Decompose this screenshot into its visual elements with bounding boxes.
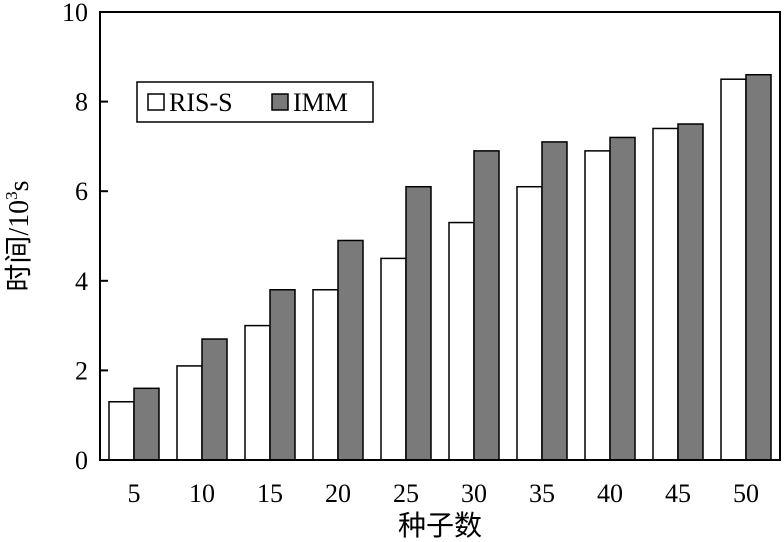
x-tick-label: 10 [189,479,215,508]
y-axis-label-main: 时间/10 [3,200,35,292]
bar-ris-s-5 [108,401,135,461]
legend-label-imm: IMM [293,88,348,117]
bar-ris-s-50 [720,78,747,461]
legend-box [136,81,374,123]
bar-imm-25 [405,185,432,461]
y-tick-label: 6 [75,177,88,206]
x-tick-label: 50 [733,479,759,508]
y-tick-label: 10 [62,0,88,27]
bar-ris-s-40 [584,150,611,461]
bar-imm-5 [133,387,160,461]
y-tick-label: 0 [75,446,88,475]
bars-layer [108,73,772,461]
y-axis-label-unit: s [4,180,35,191]
bar-imm-35 [541,141,568,461]
x-tick-label: 20 [325,479,351,508]
x-tick-label: 40 [597,479,623,508]
bar-imm-15 [269,289,296,461]
bar-imm-50 [745,73,772,461]
bar-ris-s-35 [516,185,543,461]
bar-imm-40 [609,136,636,461]
legend: RIS-S IMM [136,81,374,123]
x-tick-label: 45 [665,479,691,508]
legend-swatch-ris-s [147,93,165,111]
x-tick-label: 15 [257,479,283,508]
x-axis-ticks: 5 10 15 20 25 30 35 40 45 50 [128,479,760,508]
y-tick-label: 4 [75,267,88,296]
bar-ris-s-45 [652,127,679,461]
legend-label-ris-s: RIS-S [169,88,233,117]
bar-ris-s-30 [448,221,475,461]
bar-imm-10 [201,338,228,461]
bar-imm-45 [677,123,704,461]
bar-ris-s-20 [312,289,339,461]
y-tick-label: 8 [75,88,88,117]
bar-ris-s-25 [380,257,407,461]
y-axis-label: 时间/103s [2,180,35,291]
x-axis-label: 种子数 [398,510,482,542]
y-axis-label-superscript: 3 [2,191,21,200]
legend-swatch-imm [271,93,289,111]
bar-imm-20 [337,239,364,461]
x-tick-label: 30 [461,479,487,508]
y-tick-label: 2 [75,356,88,385]
bar-ris-s-10 [176,365,203,461]
x-tick-label: 25 [393,479,419,508]
y-axis-ticks: 0 2 4 6 8 10 [62,0,108,475]
plot-frame [99,11,781,461]
x-tick-label: 35 [529,479,555,508]
bar-imm-30 [473,150,500,461]
x-tick-label: 5 [128,479,141,508]
bar-ris-s-15 [244,324,271,461]
